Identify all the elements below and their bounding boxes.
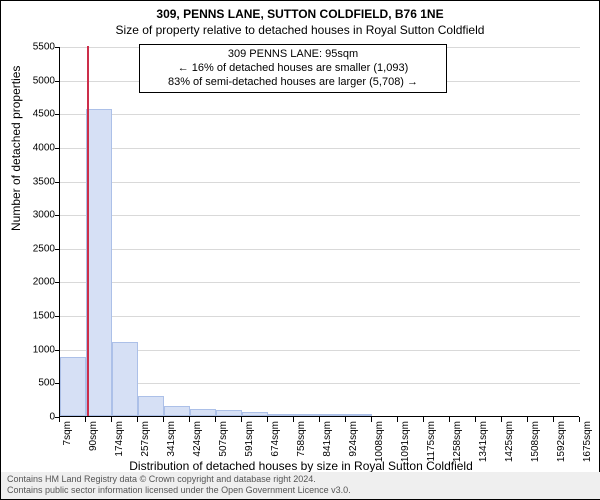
histogram-bar: [346, 414, 372, 416]
y-tick-label: 3000: [21, 210, 55, 221]
y-tick-label: 500: [21, 378, 55, 389]
page-subtitle: Size of property relative to detached ho…: [1, 21, 599, 37]
histogram-bar: [86, 109, 112, 416]
histogram-bar: [112, 342, 138, 416]
histogram-bar: [242, 412, 268, 416]
y-tick-label: 2000: [21, 277, 55, 288]
y-tick-label: 4000: [21, 142, 55, 153]
footer-line: Contains HM Land Registry data © Crown c…: [7, 474, 595, 485]
y-tick-label: 1500: [21, 311, 55, 322]
plot-area: 0500100015002000250030003500400045005000…: [59, 47, 579, 417]
histogram-bar: [60, 357, 86, 416]
plot: [59, 47, 579, 417]
histogram-bar: [138, 396, 164, 416]
x-axis-label: Distribution of detached houses by size …: [1, 459, 600, 473]
histogram-bar: [268, 414, 294, 416]
y-tick-label: 1000: [21, 344, 55, 355]
footer: Contains HM Land Registry data © Crown c…: [1, 472, 600, 499]
y-tick-label: 4500: [21, 109, 55, 120]
histogram-bar: [216, 410, 242, 416]
histogram-bar: [320, 414, 346, 416]
callout-line: ← 16% of detached houses are smaller (1,…: [146, 62, 440, 76]
page-title: 309, PENNS LANE, SUTTON COLDFIELD, B76 1…: [1, 1, 599, 21]
highlight-marker: [87, 46, 89, 416]
callout-line: 309 PENNS LANE: 95sqm: [146, 48, 440, 62]
callout-line: 83% of semi-detached houses are larger (…: [146, 76, 440, 90]
callout-box: 309 PENNS LANE: 95sqm ← 16% of detached …: [139, 44, 447, 93]
histogram-bar: [190, 409, 216, 416]
y-tick-label: 3500: [21, 176, 55, 187]
y-tick-label: 5000: [21, 75, 55, 86]
chart-container: 309, PENNS LANE, SUTTON COLDFIELD, B76 1…: [0, 0, 600, 500]
y-tick-label: 5500: [21, 42, 55, 53]
histogram-bar: [164, 406, 190, 416]
footer-line: Contains public sector information licen…: [7, 485, 595, 496]
y-tick-label: 0: [21, 412, 55, 423]
y-tick-label: 2500: [21, 243, 55, 254]
histogram-bar: [294, 414, 320, 416]
